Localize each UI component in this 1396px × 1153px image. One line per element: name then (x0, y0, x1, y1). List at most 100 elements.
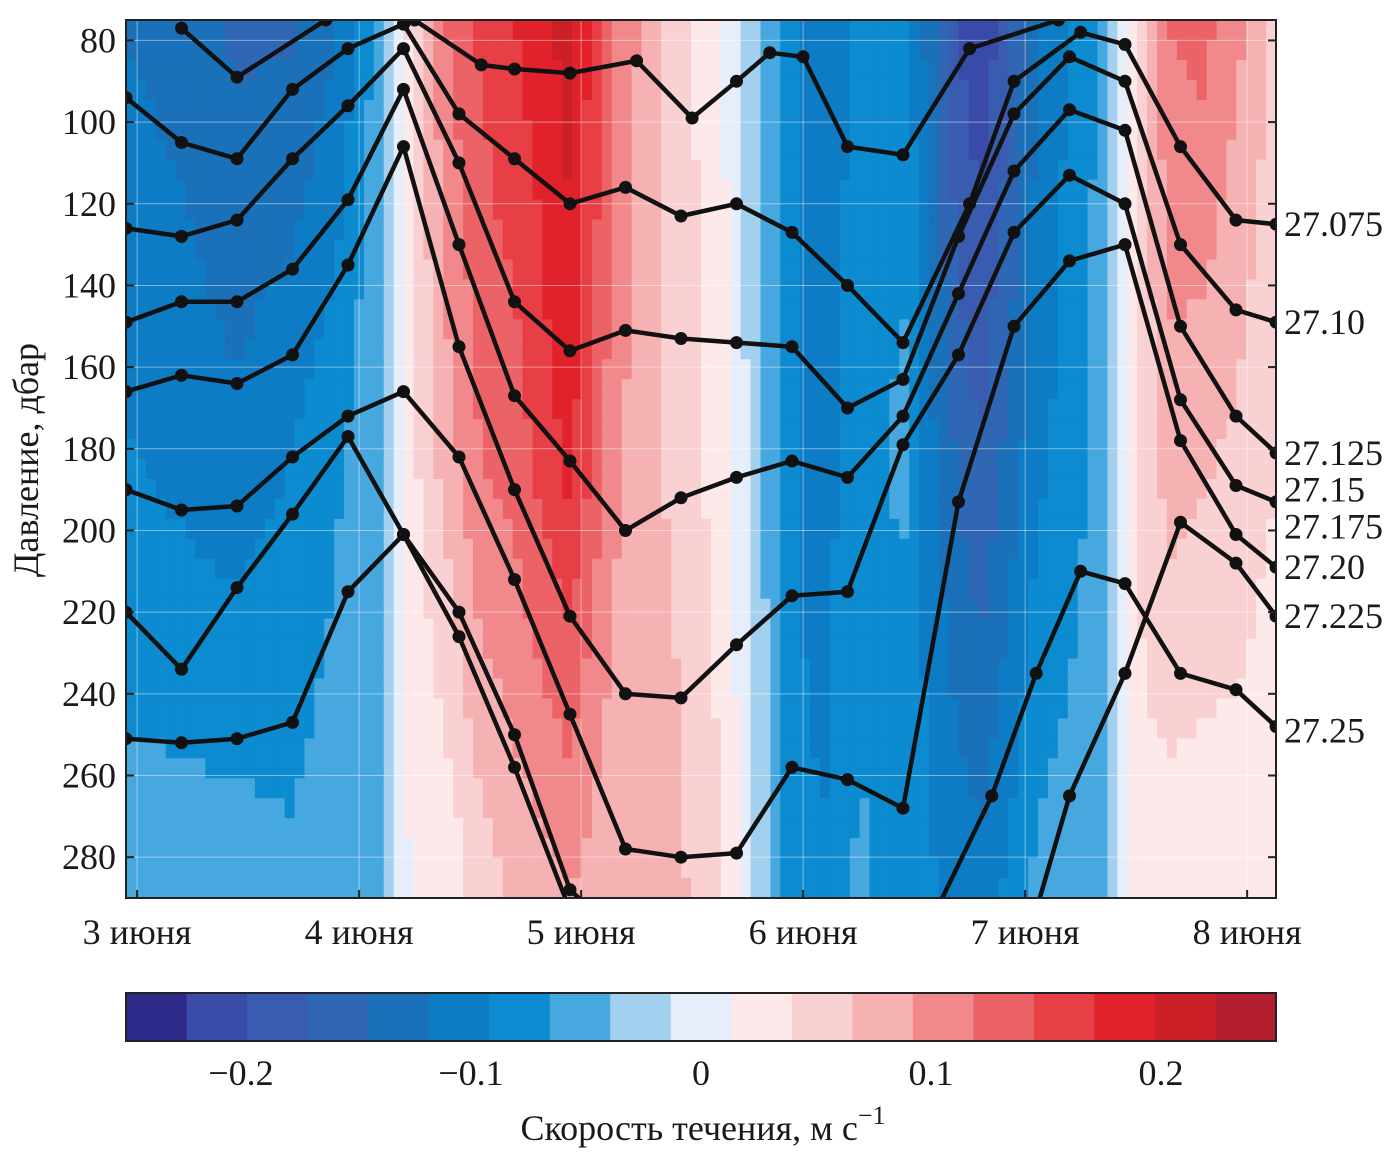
heatmap-cell (1107, 858, 1118, 879)
heatmap-cell (601, 359, 613, 380)
heatmap-cell (1186, 878, 1198, 898)
heatmap-cell (701, 439, 712, 460)
heatmap-cell (145, 179, 157, 201)
heatmap-cell (760, 399, 771, 420)
heatmap-cell (730, 758, 742, 779)
heatmap-cell (344, 139, 355, 161)
heatmap-cell (344, 339, 355, 360)
heatmap-cell (254, 638, 266, 660)
heatmap-cell (1166, 259, 1178, 280)
heatmap-cell (363, 578, 375, 600)
heatmap-cell (423, 179, 434, 201)
heatmap-cell (383, 99, 395, 121)
heatmap-cell (512, 299, 524, 320)
heatmap-cell (363, 239, 375, 261)
heatmap-cell (195, 159, 206, 181)
heatmap-cell (552, 139, 563, 161)
heatmap-cell (819, 718, 831, 739)
heatmap-cell (284, 219, 296, 241)
heatmap-cell (284, 758, 296, 779)
heatmap-cell (750, 538, 762, 560)
heatmap-cell (264, 558, 276, 580)
heatmap-cell (730, 159, 742, 181)
heatmap-cell (1077, 419, 1089, 440)
heatmap-cell (1057, 59, 1069, 81)
heatmap-cell (1137, 79, 1148, 101)
heatmap-cell (691, 618, 702, 640)
heatmap-cell (522, 20, 534, 41)
heatmap-cell (284, 419, 296, 440)
heatmap-cell (155, 159, 167, 181)
heatmap-cell (651, 838, 662, 859)
heatmap-cell (453, 439, 464, 460)
heatmap-cell (572, 838, 583, 859)
heatmap-cell (264, 778, 276, 799)
heatmap-cell (829, 738, 841, 759)
heatmap-cell (1127, 558, 1138, 580)
heatmap-cell (363, 339, 375, 360)
heatmap-cell (968, 798, 980, 819)
heatmap-cell (215, 538, 226, 560)
heatmap-cell (770, 678, 781, 700)
heatmap-cell (710, 339, 722, 360)
heatmap-cell (1186, 99, 1198, 121)
heatmap-cell (591, 638, 603, 660)
heatmap-cell (810, 319, 821, 340)
heatmap-cell (1236, 219, 1247, 241)
heatmap-cell (661, 319, 672, 340)
heatmap-cell (1216, 59, 1228, 81)
heatmap-cell (1176, 179, 1188, 201)
heatmap-cell (582, 558, 593, 580)
heatmap-cell (502, 718, 514, 739)
heatmap-cell (284, 798, 296, 819)
heatmap-cell (909, 878, 920, 898)
heatmap-cell (235, 678, 246, 700)
heatmap-cell (502, 239, 514, 261)
heatmap-cell (929, 79, 940, 101)
heatmap-cell (1246, 179, 1257, 201)
heatmap-cell (948, 139, 960, 161)
heatmap-cell (998, 199, 1009, 221)
heatmap-cell (720, 558, 732, 580)
heatmap-cell (1176, 878, 1188, 898)
heatmap-cell (423, 419, 434, 440)
heatmap-cell (225, 239, 236, 261)
heatmap-cell (135, 259, 147, 280)
heatmap-cell (819, 498, 831, 520)
heatmap-cell (165, 538, 177, 560)
heatmap-cell (383, 838, 395, 859)
heatmap-cell (1057, 758, 1069, 779)
heatmap-cell (155, 758, 167, 779)
heatmap-cell (750, 738, 762, 759)
heatmap-cell (710, 758, 722, 779)
heatmap-cell (512, 419, 524, 440)
heatmap-cell (889, 758, 900, 779)
heatmap-cell (274, 538, 286, 560)
heatmap-cell (1028, 219, 1039, 241)
heatmap-cell (1047, 459, 1059, 480)
heatmap-cell (948, 359, 960, 380)
heatmap-cell (274, 219, 286, 241)
heatmap-cell (1147, 339, 1158, 360)
heatmap-cell (849, 339, 861, 360)
heatmap-cell (819, 419, 831, 440)
heatmap-cell (344, 598, 355, 620)
heatmap-cell (889, 39, 900, 61)
heatmap-cell (522, 678, 534, 700)
heatmap-cell (304, 59, 315, 81)
heatmap-cell (1077, 299, 1089, 320)
heatmap-cell (135, 798, 147, 819)
heatmap-cell (938, 299, 950, 320)
heatmap-cell (730, 79, 742, 101)
heatmap-cell (1216, 698, 1228, 719)
heatmap-cell (135, 578, 147, 600)
heatmap-cell (572, 379, 583, 400)
heatmap-cell (661, 139, 672, 161)
heatmap-cell (1097, 778, 1109, 799)
heatmap-cell (403, 878, 415, 898)
heatmap-cell (542, 878, 553, 898)
heatmap-cell (443, 159, 454, 181)
heatmap-cell (215, 39, 226, 61)
heatmap-cell (433, 379, 444, 400)
heatmap-cell (919, 658, 930, 680)
